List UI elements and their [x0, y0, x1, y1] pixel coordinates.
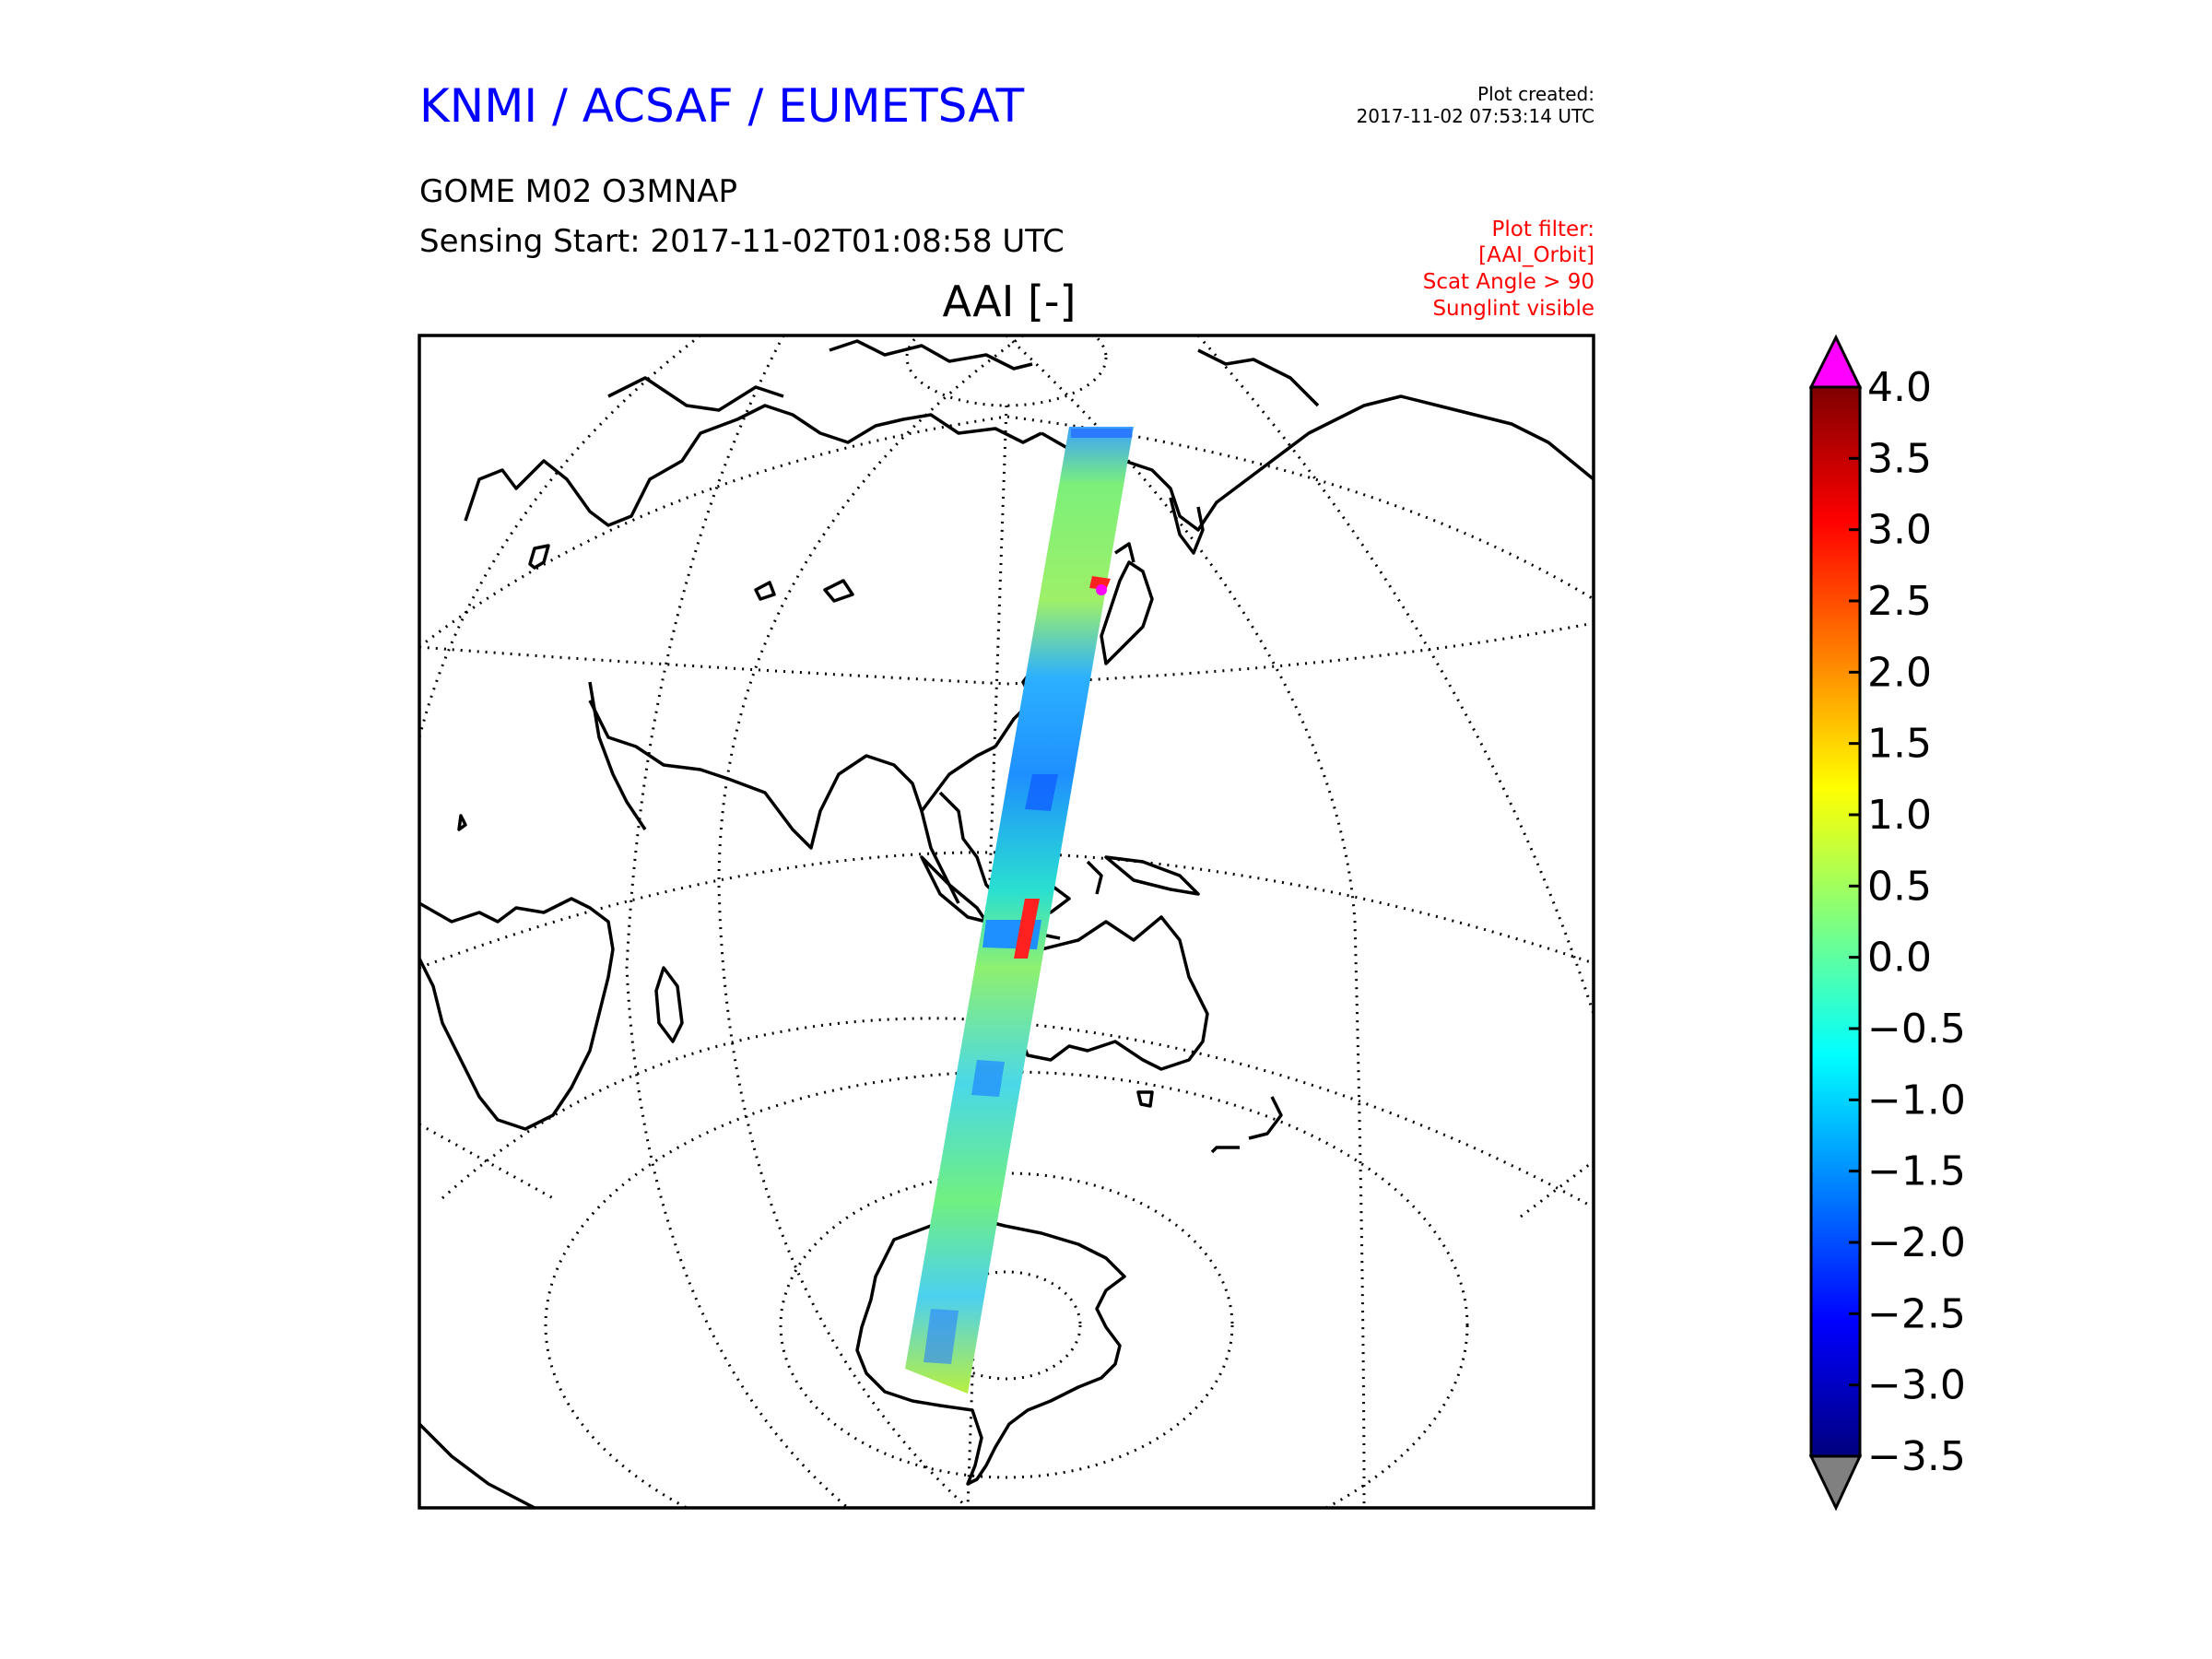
plot-filter-line: [AAI_Orbit] [1478, 243, 1594, 267]
organization-title: KNMI / ACSAF / EUMETSAT [419, 79, 1025, 133]
colorbar-tick-label: 1.0 [1867, 792, 1932, 839]
plot-filter-line: Sunglint visible [1432, 297, 1594, 321]
colorbar-tick-label: 1.5 [1867, 721, 1932, 768]
colorbar-tick-label: −0.5 [1867, 1006, 1966, 1053]
plot-filter-line: Scat Angle > 90 [1422, 270, 1594, 294]
colorbar-tick-label: 2.5 [1867, 578, 1932, 625]
colorbar-gradient [1809, 385, 1862, 1458]
colorbar-tick-label: −3.5 [1867, 1433, 1966, 1480]
colorbar-over-extension [1808, 334, 1863, 389]
colorbar-tick-label: 4.0 [1867, 364, 1932, 411]
colorbar-tick-label: −2.5 [1867, 1290, 1966, 1337]
plot-created-time: 2017-11-02 07:53:14 UTC [1356, 105, 1594, 127]
colorbar-tick-label: −2.0 [1867, 1219, 1966, 1266]
colorbar-tick-label: 2.0 [1867, 649, 1932, 696]
colorbar: 4.0 3.5 3.0 2.5 2.0 1.5 1.0 0.5 0.0 −0.5 −1.0 −1.5 −… [1808, 334, 1966, 1512]
plot-created-label: Plot created: [1477, 83, 1594, 105]
colorbar-under-extension [1808, 1454, 1863, 1512]
coastlines [419, 339, 1594, 1508]
colorbar-tick-label: 3.5 [1867, 435, 1932, 482]
product-name: GOME M02 O3MNAP [419, 173, 738, 210]
colorbar-tick-label: −1.0 [1867, 1077, 1966, 1124]
colorbar-tick-label: −3.0 [1867, 1362, 1966, 1409]
colorbar-tick-label: −1.5 [1867, 1148, 1966, 1195]
map-area [419, 335, 1594, 1508]
plot-filter-line: Plot filter: [1491, 218, 1594, 241]
sensing-start: Sensing Start: 2017-11-02T01:08:58 UTC [419, 223, 1065, 260]
colorbar-tick-label: 3.0 [1867, 507, 1932, 554]
map-frame [418, 334, 1595, 1510]
colorbar-tick-label: 0.5 [1867, 863, 1932, 910]
colorbar-tick-label: 0.0 [1867, 935, 1932, 982]
satellite-swath [905, 427, 1134, 1394]
map-title: AAI [-] [942, 276, 1077, 326]
